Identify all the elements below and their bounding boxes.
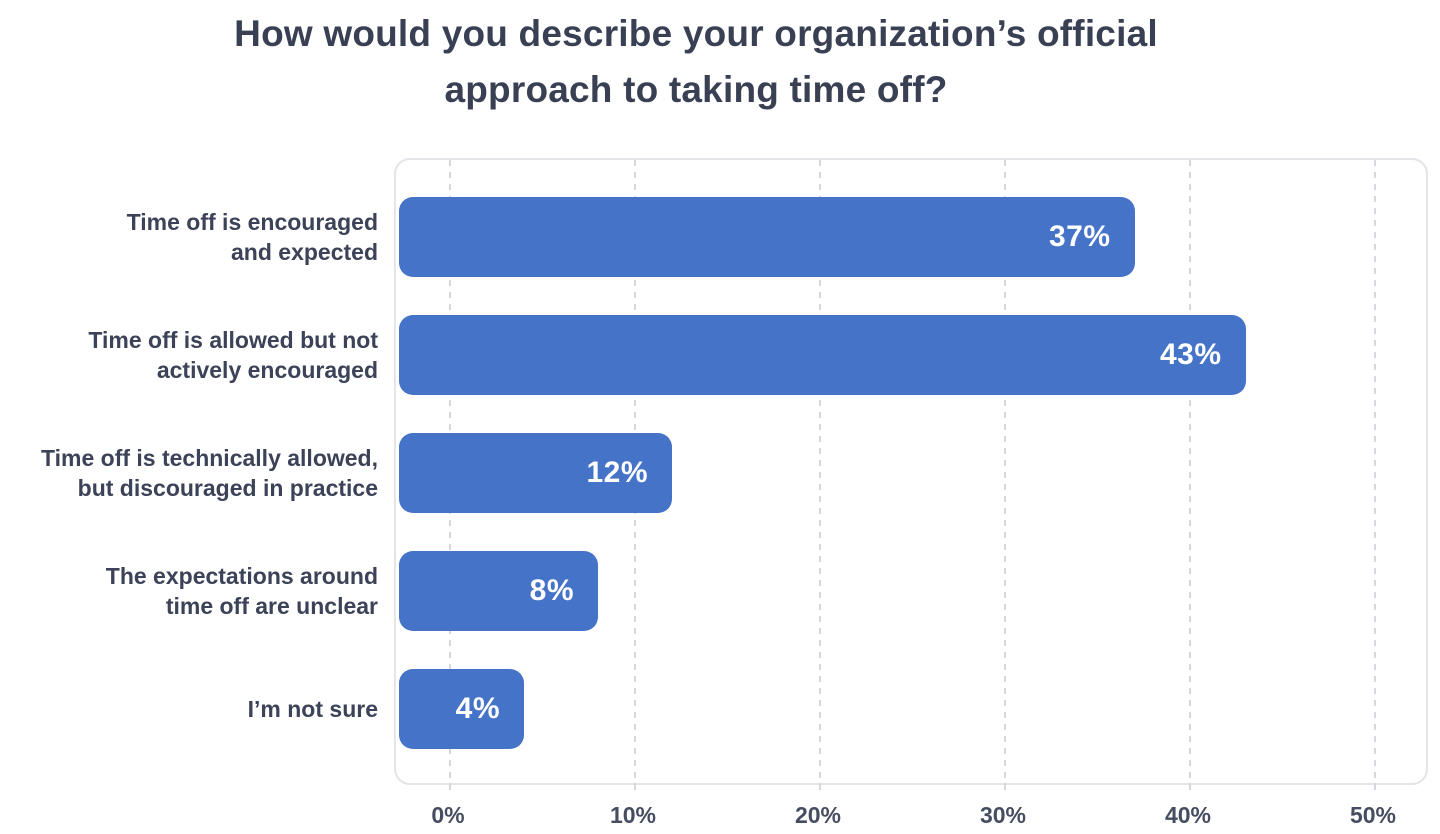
bar-row-4: 4% xyxy=(399,669,524,749)
x-axis-label-30%: 30% xyxy=(979,802,1027,828)
axis-tick-40% xyxy=(1189,783,1191,790)
x-axis: 0% 10% 20% 30% 40% 50% xyxy=(394,799,1428,831)
category-label-3: The expectations around time off are unc… xyxy=(105,563,378,619)
gridline-50% xyxy=(1374,160,1376,783)
category-label-0: Time off is encouraged and expected xyxy=(126,209,378,265)
chart-title-line-2: approach to taking time off? xyxy=(444,69,948,110)
bar-row-1: 43% xyxy=(399,315,1246,395)
plot-area: 37% 43% 12% 8% 4% xyxy=(394,158,1428,790)
bar-row-3: 8% xyxy=(399,551,598,631)
category-label-2: Time off is technically allowed, but dis… xyxy=(40,445,378,501)
gridline-20% xyxy=(819,160,821,783)
bar-value-label: 4% xyxy=(455,692,500,725)
x-axis-label-20%: 20% xyxy=(794,802,842,828)
bar-value-label: 43% xyxy=(1159,338,1222,371)
axis-tick-50% xyxy=(1374,783,1376,790)
gridline-30% xyxy=(1004,160,1006,783)
chart-title-line-1: How would you describe your organization… xyxy=(234,13,1158,54)
category-label-1: Time off is allowed but not actively enc… xyxy=(88,327,378,383)
bar-value-label: 12% xyxy=(586,456,648,489)
category-label-4: I’m not sure xyxy=(247,696,378,722)
bar-value-label: 37% xyxy=(1048,220,1111,253)
axis-tick-0% xyxy=(449,783,451,790)
x-axis-label-40%: 40% xyxy=(1164,802,1212,828)
bar-row-0: 37% xyxy=(399,197,1135,277)
x-axis-label-0%: 0% xyxy=(431,802,465,828)
bar-value-label: 8% xyxy=(529,574,574,607)
y-axis-category-labels: Time off is encouraged and expected Time … xyxy=(0,158,378,785)
x-axis-label-50%: 50% xyxy=(1349,802,1397,828)
axis-tick-30% xyxy=(1004,783,1006,790)
gridline-40% xyxy=(1189,160,1191,783)
x-axis-label-10%: 10% xyxy=(609,802,657,828)
bar-row-2: 12% xyxy=(399,433,672,513)
chart-title: How would you describe your organization… xyxy=(0,6,1440,118)
axis-tick-20% xyxy=(819,783,821,790)
axis-tick-10% xyxy=(634,783,636,790)
